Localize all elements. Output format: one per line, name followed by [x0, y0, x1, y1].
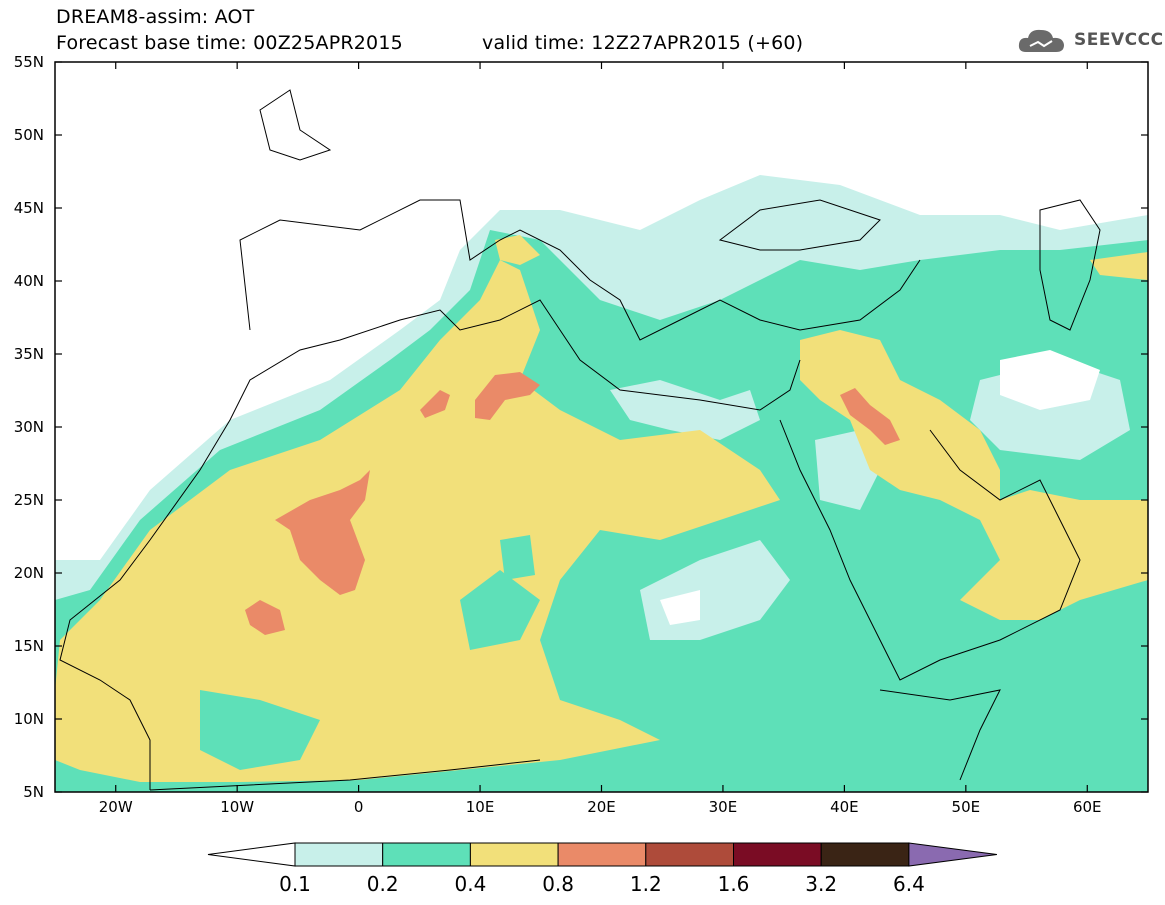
- aot-max-iraq: [840, 388, 900, 445]
- valid-time: valid time: 12Z27APR2015 (+60): [482, 32, 804, 54]
- colorbar-level-label: 1.2: [629, 872, 662, 896]
- lat-label: 10N: [13, 710, 44, 728]
- lat-label: 25N: [13, 491, 44, 509]
- aot-contour-0.2-patch: [500, 535, 535, 580]
- lon-label: 30E: [708, 798, 738, 816]
- lon-label: 40E: [830, 798, 859, 816]
- aot-contour-0.2-patch: [460, 570, 540, 650]
- coastline-red-sea: [779, 419, 1081, 681]
- lat-label: 20N: [13, 564, 44, 582]
- forecast-base-time: Forecast base time: 00Z25APR2015: [56, 32, 403, 54]
- coastline-caspian: [1039, 199, 1101, 331]
- aot-field: [55, 62, 1148, 792]
- lat-label: 55N: [13, 53, 44, 71]
- cloud-icon: [1018, 29, 1064, 52]
- aot-contour-0.4: [55, 260, 780, 782]
- lat-label: 15N: [13, 637, 44, 655]
- map-title: DREAM8-assim: AOT: [56, 6, 255, 28]
- coastline-europe: [239, 199, 921, 341]
- aot-contour-0.4-north: [495, 235, 540, 265]
- colorbar-level-label: 0.8: [542, 872, 574, 896]
- aot-clear-patch: [660, 590, 700, 625]
- coastline-uk: [259, 89, 332, 161]
- aot-max-tunisia: [475, 372, 540, 420]
- aot-contour-0.1-patch: [610, 380, 760, 440]
- aot-contour-0.4-east: [1090, 252, 1148, 280]
- colorbar-level-label: 6.4: [892, 872, 925, 896]
- aot-max-mali: [245, 600, 285, 635]
- colorbar-level-label: 0.2: [366, 872, 399, 896]
- lon-label: 20W: [98, 798, 133, 816]
- seevccc-logo: SEEVCCC: [1016, 24, 1163, 60]
- lon-label: 20E: [587, 798, 616, 816]
- lon-label: 60E: [1072, 798, 1102, 816]
- aot-max-mauritania: [275, 470, 370, 595]
- lon-label: 0: [353, 798, 364, 816]
- colorbar-level-label: 0.1: [279, 872, 311, 896]
- aot-contour-0.2-patch: [200, 690, 320, 770]
- lat-label: 30N: [13, 418, 44, 436]
- lat-label: 35N: [13, 345, 44, 363]
- lon-label: 10W: [220, 798, 255, 816]
- axis-ticks: [55, 61, 1148, 793]
- aot-clear-patch: [1000, 350, 1100, 410]
- logo-text: SEEVCCC: [1074, 30, 1164, 50]
- lat-label: 40N: [13, 272, 44, 290]
- aot-contour-0.4-east: [800, 330, 1148, 620]
- lon-label: 10E: [465, 798, 495, 816]
- lat-label: 5N: [23, 783, 44, 801]
- colorbar-level-label: 1.6: [717, 872, 750, 896]
- aot-max-algeria: [420, 390, 450, 418]
- lon-label: 50E: [951, 798, 981, 816]
- lat-label: 50N: [13, 126, 44, 144]
- lat-label: 45N: [13, 199, 44, 217]
- coastlines: [59, 89, 1101, 791]
- coastline-horn-of-africa: [879, 689, 1001, 781]
- coastline-gulf-of-guinea: [149, 759, 541, 791]
- colorbar-level-label: 3.2: [805, 872, 838, 896]
- colorbar-level-label: 0.4: [454, 872, 487, 896]
- coastline-west-africa: [59, 299, 801, 790]
- coastline-black-sea: [718, 199, 881, 251]
